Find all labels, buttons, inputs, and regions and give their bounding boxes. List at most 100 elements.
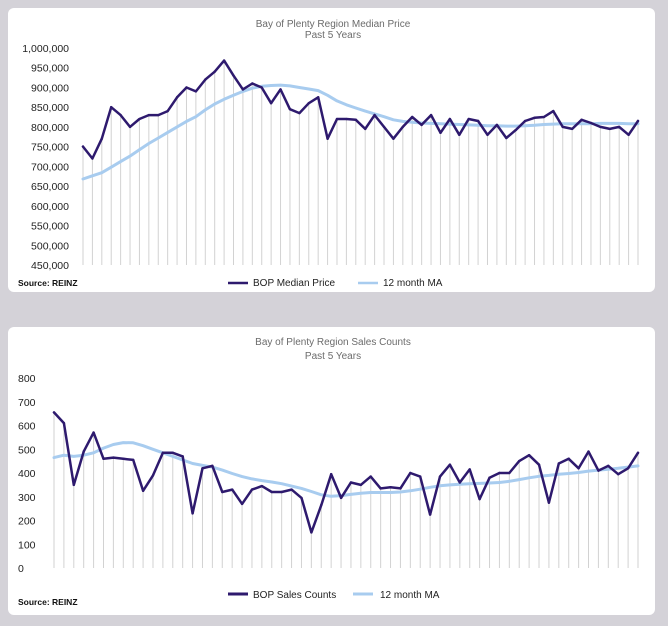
data-point <box>112 456 115 459</box>
data-point <box>82 450 85 453</box>
sales-counts-chart: Bay of Plenty Region Sales Counts Past 5… <box>18 337 640 607</box>
ma-point <box>279 83 282 87</box>
data-point <box>373 113 376 117</box>
data-point <box>607 464 610 468</box>
series-line-moving-average <box>81 83 640 181</box>
data-point <box>514 128 517 132</box>
data-point <box>279 88 282 91</box>
ma-point <box>81 177 85 181</box>
chart-subtitle: Past 5 Years <box>305 351 361 362</box>
ma-point <box>138 148 141 151</box>
ma-point <box>326 94 329 97</box>
ma-point <box>567 472 570 475</box>
chart-title: Bay of Plenty Region Sales Counts <box>255 337 411 348</box>
data-point <box>458 133 461 136</box>
ma-point <box>359 491 363 495</box>
ma-point <box>213 102 216 106</box>
data-point <box>52 411 56 414</box>
data-point <box>409 471 412 475</box>
data-point <box>439 131 442 135</box>
ma-point <box>288 84 292 88</box>
ma-point <box>476 124 480 127</box>
data-point <box>627 133 630 136</box>
data-point <box>288 107 292 111</box>
ma-point <box>537 475 541 478</box>
data-point <box>486 133 489 136</box>
data-point <box>527 453 531 457</box>
data-point <box>91 157 94 160</box>
data-point <box>589 121 593 125</box>
data-point <box>329 472 333 476</box>
y-tick-label: 500 <box>18 444 36 456</box>
data-point <box>505 136 508 140</box>
ma-point <box>636 464 640 468</box>
data-point <box>428 513 432 516</box>
ma-point <box>439 122 442 125</box>
data-point <box>92 431 95 434</box>
y-tick-label: 1,000,000 <box>22 43 69 55</box>
data-point <box>599 125 602 129</box>
data-point <box>420 123 423 127</box>
data-point <box>345 117 348 121</box>
ma-point <box>419 487 422 491</box>
data-point <box>389 486 392 489</box>
data-point <box>570 127 574 131</box>
ma-point <box>379 491 382 494</box>
ma-point <box>191 462 194 465</box>
y-tick-label: 800 <box>18 373 36 385</box>
median-price-chart: Bay of Plenty Region Median Price Past 5… <box>18 19 640 289</box>
data-point <box>561 125 564 129</box>
data-point <box>542 115 546 119</box>
data-point <box>269 102 273 105</box>
ma-point <box>119 160 122 163</box>
y-tick-label: 450,000 <box>31 260 69 272</box>
ma-point <box>241 90 245 93</box>
y-tick-label: 600 <box>18 421 36 433</box>
data-point <box>419 475 422 478</box>
data-point <box>349 481 353 484</box>
ma-point <box>488 481 491 485</box>
ma-point <box>171 455 174 458</box>
ma-point <box>166 131 169 134</box>
data-point <box>307 102 310 105</box>
data-point <box>131 458 135 462</box>
data-point <box>141 489 145 493</box>
ma-point <box>298 86 301 89</box>
data-point <box>399 487 402 490</box>
ma-point <box>478 482 481 485</box>
ma-point <box>112 443 115 446</box>
chart-subtitle: Past 5 Years <box>305 30 361 41</box>
ma-point <box>300 487 303 490</box>
data-point <box>280 490 283 494</box>
y-tick-label: 500,000 <box>31 240 69 252</box>
ma-point <box>392 118 395 122</box>
data-point <box>171 451 174 455</box>
data-point <box>359 483 363 487</box>
data-point <box>211 464 214 468</box>
y-tick-label: 950,000 <box>31 63 69 75</box>
ma-point <box>542 123 546 126</box>
data-point <box>354 118 357 122</box>
data-point <box>617 125 621 129</box>
data-point <box>608 127 611 131</box>
y-tick-label: 600,000 <box>31 201 69 213</box>
y-tick-label: 850,000 <box>31 102 69 114</box>
data-point <box>636 119 640 123</box>
ma-point <box>514 124 517 128</box>
ma-point <box>269 84 273 87</box>
ma-point <box>270 480 273 484</box>
data-point <box>557 462 561 465</box>
ma-point <box>230 472 234 475</box>
data-point <box>364 127 367 131</box>
data-point <box>448 463 452 466</box>
data-point <box>533 116 536 120</box>
data-point <box>523 119 527 123</box>
data-point <box>476 119 480 123</box>
data-point <box>270 490 273 494</box>
data-point <box>181 455 184 458</box>
ma-point <box>389 491 392 494</box>
data-point <box>587 450 590 453</box>
ma-point <box>204 108 207 112</box>
data-point <box>175 96 179 99</box>
ma-point <box>518 478 521 481</box>
